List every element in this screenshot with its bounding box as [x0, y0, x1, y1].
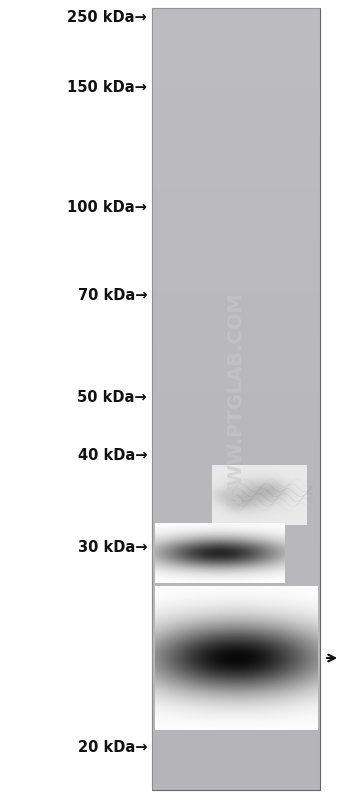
Text: 250 kDa→: 250 kDa→	[67, 10, 147, 26]
Text: 100 kDa→: 100 kDa→	[67, 200, 147, 214]
Text: WWW.PTGLAB.COM: WWW.PTGLAB.COM	[226, 292, 245, 506]
Text: 150 kDa→: 150 kDa→	[67, 81, 147, 96]
Text: 70 kDa→: 70 kDa→	[78, 288, 147, 304]
Text: 40 kDa→: 40 kDa→	[78, 448, 147, 463]
Text: 30 kDa→: 30 kDa→	[78, 539, 147, 555]
Text: 50 kDa→: 50 kDa→	[78, 389, 147, 404]
Bar	[152, 8, 320, 790]
Text: 20 kDa→: 20 kDa→	[78, 740, 147, 754]
